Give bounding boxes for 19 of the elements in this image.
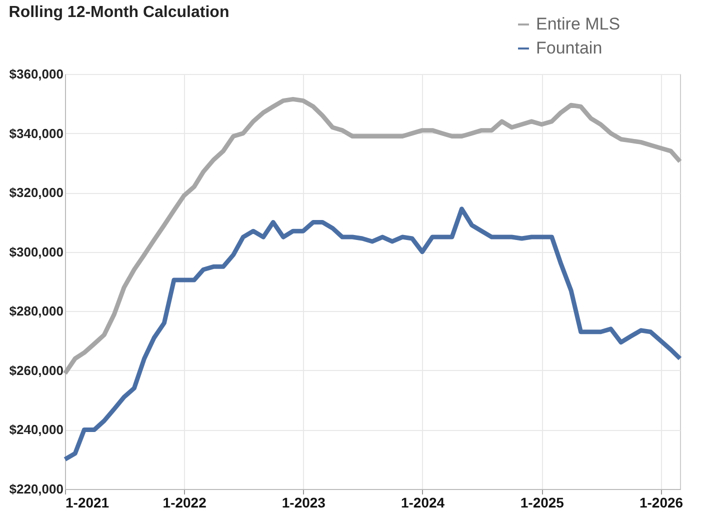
x-tick-label: 1-2024: [400, 494, 445, 510]
chart-title: Rolling 12-Month Calculation: [8, 4, 230, 21]
line-series: [62, 96, 682, 376]
y-tick-label: $220,000: [9, 482, 64, 496]
y-tick-label: $280,000: [9, 304, 64, 319]
y-tick-label: $240,000: [9, 422, 64, 438]
x-tick-label: 1-2026: [639, 494, 684, 510]
y-tick-label: $340,000: [9, 126, 64, 141]
line-series: [62, 206, 682, 462]
y-tick-label: $300,000: [9, 244, 64, 260]
x-tick-label: 1-2025: [520, 494, 564, 510]
x-tick-label: 1-2021: [66, 494, 110, 510]
y-tick-label: $320,000: [9, 185, 64, 200]
y-tick-label: $260,000: [9, 362, 64, 378]
legend-label: Fountain: [536, 38, 602, 58]
x-tick-label: 1-2023: [282, 494, 326, 510]
y-tick-label: $360,000: [9, 66, 64, 82]
legend-label: Entire MLS: [536, 14, 620, 34]
x-tick-label: 1-2022: [162, 494, 207, 510]
